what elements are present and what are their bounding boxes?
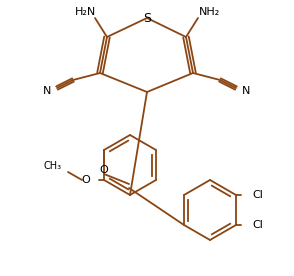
Text: CH₃: CH₃ (44, 161, 62, 171)
Text: N: N (43, 86, 51, 96)
Text: N: N (242, 86, 250, 96)
Text: NH₂: NH₂ (199, 7, 220, 17)
Text: O: O (82, 175, 90, 185)
Text: S: S (143, 12, 151, 25)
Text: Cl: Cl (252, 220, 263, 230)
Text: H₂N: H₂N (74, 7, 96, 17)
Text: Cl: Cl (252, 190, 263, 200)
Text: O: O (100, 165, 108, 175)
